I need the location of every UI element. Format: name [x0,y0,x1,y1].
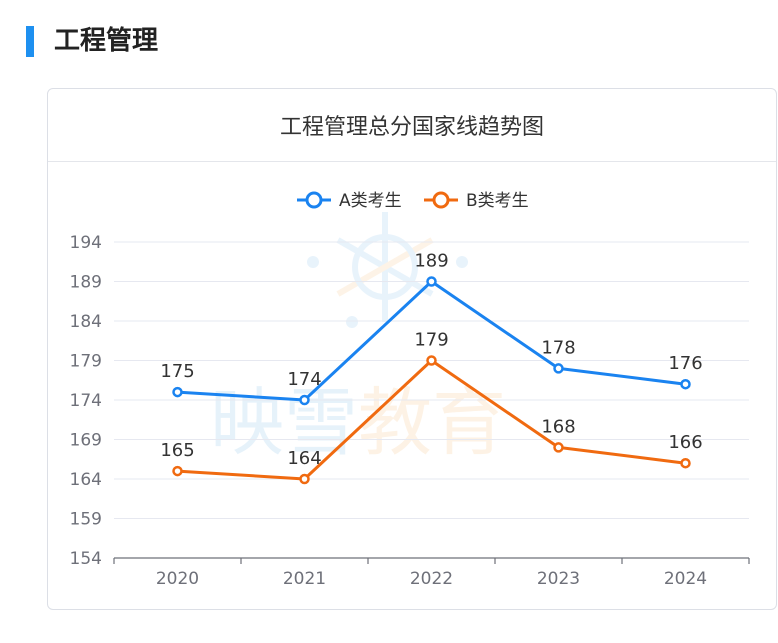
x-tick-label: 2024 [664,569,707,589]
section-accent-bar [26,26,34,57]
legend-label: B类考生 [466,191,529,211]
section-title: 工程管理 [54,26,159,56]
y-tick-label: 179 [70,352,102,372]
data-point [299,473,310,485]
y-tick-label: 174 [70,391,102,411]
data-point [553,442,564,453]
svg-text:映雪教育: 映雪教育 [210,380,506,466]
y-tick-label: 189 [70,273,102,293]
legend-marker [305,191,323,209]
watermark-text-part2: 教育 [358,380,506,466]
x-axis: 2020 2021 2022 2023 2024 [113,557,750,589]
data-label: 174 [287,369,321,390]
y-tick-label: 159 [70,510,102,530]
y-tick-label: 169 [70,431,102,451]
data-labels: 175 174 189 178 176 165 164 179 168 166 [160,251,702,470]
watermark-text-part1: 映雪 [210,380,358,466]
x-tick-label: 2023 [537,569,580,589]
legend-item-2: B类考生 [424,191,529,211]
data-point [680,457,691,469]
data-point [680,378,691,390]
chart-card-header: 工程管理总分国家线趋势图 [48,89,776,162]
data-point [172,465,183,477]
data-point [172,386,183,398]
data-label: 168 [541,416,575,437]
data-label: 175 [160,361,194,382]
data-point [426,276,437,287]
data-label: 166 [668,432,702,453]
data-point [553,363,564,374]
y-tick-label: 194 [70,233,102,253]
x-tick-label: 2021 [283,569,326,589]
legend-label: A类考生 [339,191,402,211]
data-label: 178 [541,337,575,358]
y-axis: 154 159 164 169 174 179 184 189 194 [70,233,102,569]
x-tick-label: 2020 [156,569,199,589]
series-points [172,276,691,485]
snowflake-logo [307,212,468,328]
data-label: 176 [668,353,702,374]
y-tick-label: 154 [70,549,102,569]
chart-card: 工程管理总分国家线趋势图 [47,88,777,610]
legend: A类考生 B类考生 [297,191,529,211]
y-tick-label: 184 [70,312,102,332]
legend-item-1: A类考生 [297,191,402,211]
data-label: 165 [160,440,194,461]
legend-marker [432,191,450,209]
data-label: 179 [414,330,448,351]
y-tick-label: 164 [70,470,102,490]
data-label: 189 [414,251,448,272]
x-tick-label: 2022 [410,569,453,589]
chart-title: 工程管理总分国家线趋势图 [279,115,544,140]
data-label: 164 [287,448,321,469]
data-point [426,355,437,366]
data-point [299,394,310,406]
